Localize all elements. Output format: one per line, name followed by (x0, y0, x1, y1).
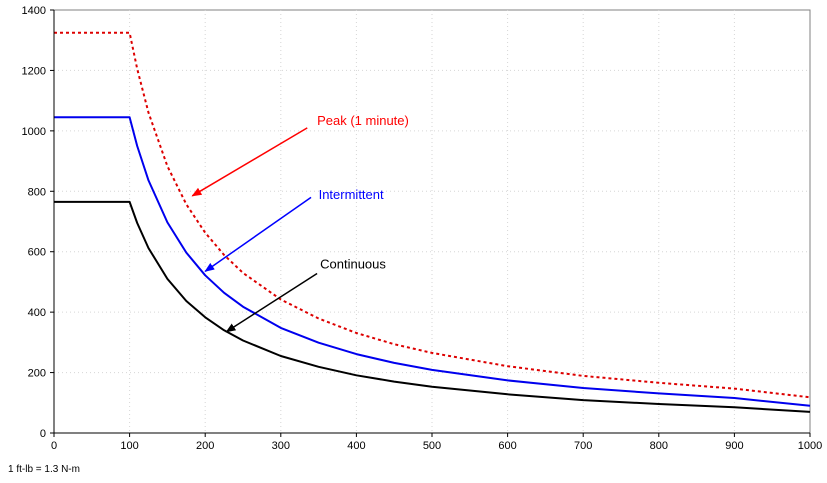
annotations: Peak (1 minute) Intermittent Continuous (191, 113, 409, 333)
x-tick-label: 1000 (798, 440, 822, 452)
series-peak (54, 31, 811, 399)
annotation-continuous-arrow (225, 272, 318, 333)
y-tick-label: 800 (28, 186, 46, 198)
annotation-peak-arrow (191, 127, 308, 197)
y-tick-label: 1200 (22, 65, 46, 77)
y-tick-label: 1000 (22, 126, 46, 138)
x-tick-label: 900 (725, 440, 743, 452)
x-tick-label: 600 (498, 440, 516, 452)
x-tick-label: 100 (120, 440, 138, 452)
y-tick-label: 400 (28, 307, 46, 319)
y-tick-label: 600 (28, 247, 46, 259)
x-tick-label: 0 (51, 440, 57, 452)
y-tick-label: 0 (40, 428, 46, 440)
x-tick-label: 800 (650, 440, 668, 452)
x-tick-label: 400 (347, 440, 365, 452)
annotation-intermittent-label: Intermittent (319, 187, 384, 202)
annotation-intermittent-arrow (204, 196, 312, 272)
y-tick-label: 200 (28, 368, 46, 380)
footnote: 1 ft-lb = 1.3 N-m (8, 464, 80, 475)
axes: 0 100 200 300 400 500 600 700 800 900 1000 0 200 400 6… (22, 5, 823, 452)
series-intermittent (54, 116, 811, 407)
x-tick-label: 700 (574, 440, 592, 452)
y-tick-label: 1400 (22, 5, 46, 17)
annotation-continuous-label: Continuous (320, 256, 386, 271)
x-tick-label: 300 (272, 440, 290, 452)
x-tick-label: 500 (423, 440, 441, 452)
x-tick-label: 200 (196, 440, 214, 452)
series-group (54, 31, 811, 413)
series-continuous (54, 200, 811, 413)
annotation-peak-label: Peak (1 minute) (317, 113, 409, 128)
